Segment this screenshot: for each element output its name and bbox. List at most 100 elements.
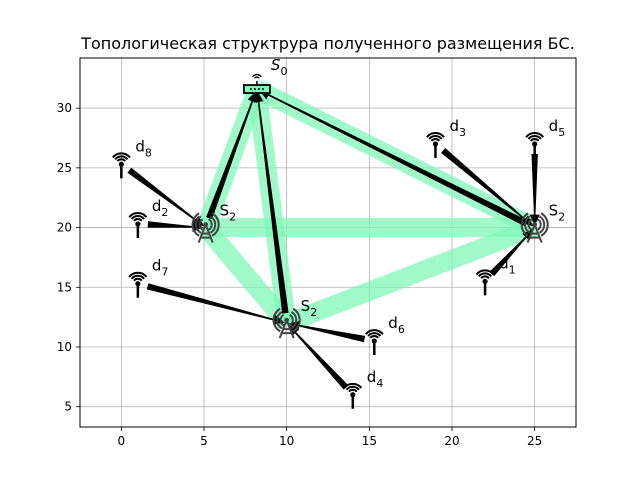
arrow-d3-s2c	[441, 148, 534, 227]
label-sub: 2	[310, 306, 317, 319]
tower-wave-left	[272, 307, 281, 333]
arrow-s2a-s0	[206, 90, 258, 220]
x-tick-label: 10	[279, 434, 294, 448]
base-station-label-s0: S0	[271, 56, 288, 78]
label-sub: 7	[161, 266, 168, 279]
signal-arc	[529, 138, 540, 142]
signal-arc	[478, 272, 493, 278]
tower-wave-left	[195, 215, 202, 234]
base-station-label-s2b: S2	[301, 297, 318, 319]
tower-wave-right	[540, 212, 549, 237]
router-led	[261, 88, 264, 91]
signal-arc	[426, 132, 445, 138]
y-tick-label: 15	[57, 280, 72, 294]
device-label-d4: d4	[367, 368, 384, 390]
tower-wave-left	[191, 212, 200, 237]
router-wave	[253, 76, 260, 79]
arrow-d6-s2b	[288, 320, 366, 343]
device-d6-icon	[364, 329, 384, 356]
antenna-dot	[350, 392, 356, 398]
label-sub: 2	[161, 206, 168, 219]
link-s2a-s2b	[198, 221, 294, 330]
x-tick-label: 5	[200, 434, 208, 448]
device-label-d2: d2	[152, 197, 169, 219]
signal-arc	[343, 382, 363, 389]
x-tick-label: 20	[444, 434, 459, 448]
antenna-dot	[118, 161, 124, 167]
device-d3-icon	[426, 132, 445, 158]
router-wave	[251, 73, 262, 78]
label-main: d	[367, 368, 377, 386]
device-label-d5: d5	[549, 117, 566, 139]
arrow-d1-s2c	[489, 229, 534, 277]
tower-wave-right	[209, 215, 217, 234]
signal-arc	[345, 385, 360, 391]
signal-arc	[133, 218, 143, 222]
device-label-d8: d8	[135, 137, 152, 159]
y-tick-label: 20	[57, 221, 72, 235]
arrow-s2b-s0	[253, 91, 289, 314]
arrow-d7-s2b	[146, 283, 285, 325]
base-station-s2c-icon	[520, 212, 549, 243]
x-tick-label: 25	[527, 434, 542, 448]
tower-frame	[526, 224, 543, 243]
tower-wave-right	[538, 215, 546, 234]
label-main: S	[220, 202, 230, 220]
label-sub: 0	[280, 65, 287, 78]
label-sub: 1	[509, 263, 516, 276]
tower-dot	[203, 222, 209, 227]
tower-wave-right	[211, 212, 220, 237]
device-d1-icon	[475, 269, 495, 296]
device-label-d1: d1	[499, 254, 516, 276]
label-main: d	[449, 117, 459, 135]
arrow-d2-s2a	[147, 221, 204, 232]
router-body	[243, 84, 271, 94]
tower-wave-left	[520, 212, 529, 237]
base-station-label-s2a: S2	[220, 202, 237, 224]
signal-arc	[348, 388, 358, 393]
router-led	[253, 88, 256, 91]
antenna-dot	[432, 141, 439, 147]
label-main: d	[152, 257, 162, 275]
x-tick-label: 0	[118, 434, 126, 448]
tick-layer: 0 5 10 15 20 25 5 10 15 20 25 30	[57, 101, 543, 448]
signal-arc	[430, 138, 441, 142]
signal-arc	[116, 158, 127, 162]
arrow-d4-s2b	[288, 324, 349, 390]
signal-arc	[364, 329, 384, 335]
tower-wave-left	[279, 314, 285, 327]
tower-wave-left	[276, 310, 283, 330]
router-led	[257, 88, 260, 91]
device-d7-icon	[128, 271, 148, 298]
signal-arc	[527, 135, 542, 140]
base-station-label-s2c: S2	[549, 202, 566, 224]
signal-arc	[130, 215, 145, 220]
arrow-s2c-s0	[258, 89, 528, 227]
x-tick-label: 15	[362, 434, 377, 448]
signal-arc	[128, 271, 148, 278]
link-s2b-s2c	[283, 218, 539, 332]
signal-arc	[114, 155, 129, 161]
tower-wave-right	[289, 314, 294, 327]
tower-frame	[197, 224, 214, 243]
label-sub: 2	[229, 211, 236, 224]
device-d5-icon	[525, 132, 545, 158]
tower-wave-left	[198, 218, 204, 231]
signal-arc	[428, 135, 443, 140]
base-station-s2a-icon	[191, 212, 220, 243]
antenna-dot	[482, 278, 488, 284]
tower-wave-left	[524, 215, 531, 234]
antenna-dot	[135, 221, 141, 227]
device-label-d7: d7	[152, 257, 169, 279]
device-d2-icon	[128, 212, 148, 238]
device-label-d6: d6	[388, 314, 405, 336]
label-sub: 8	[145, 146, 152, 159]
arrow-d5-s2c	[529, 154, 540, 226]
signal-arc	[111, 152, 131, 159]
label-main: d	[388, 314, 398, 332]
label-main: d	[549, 117, 559, 135]
base-station-s2b-icon	[272, 307, 301, 339]
y-tick-label: 25	[57, 161, 72, 175]
device-d8-icon	[111, 152, 131, 179]
